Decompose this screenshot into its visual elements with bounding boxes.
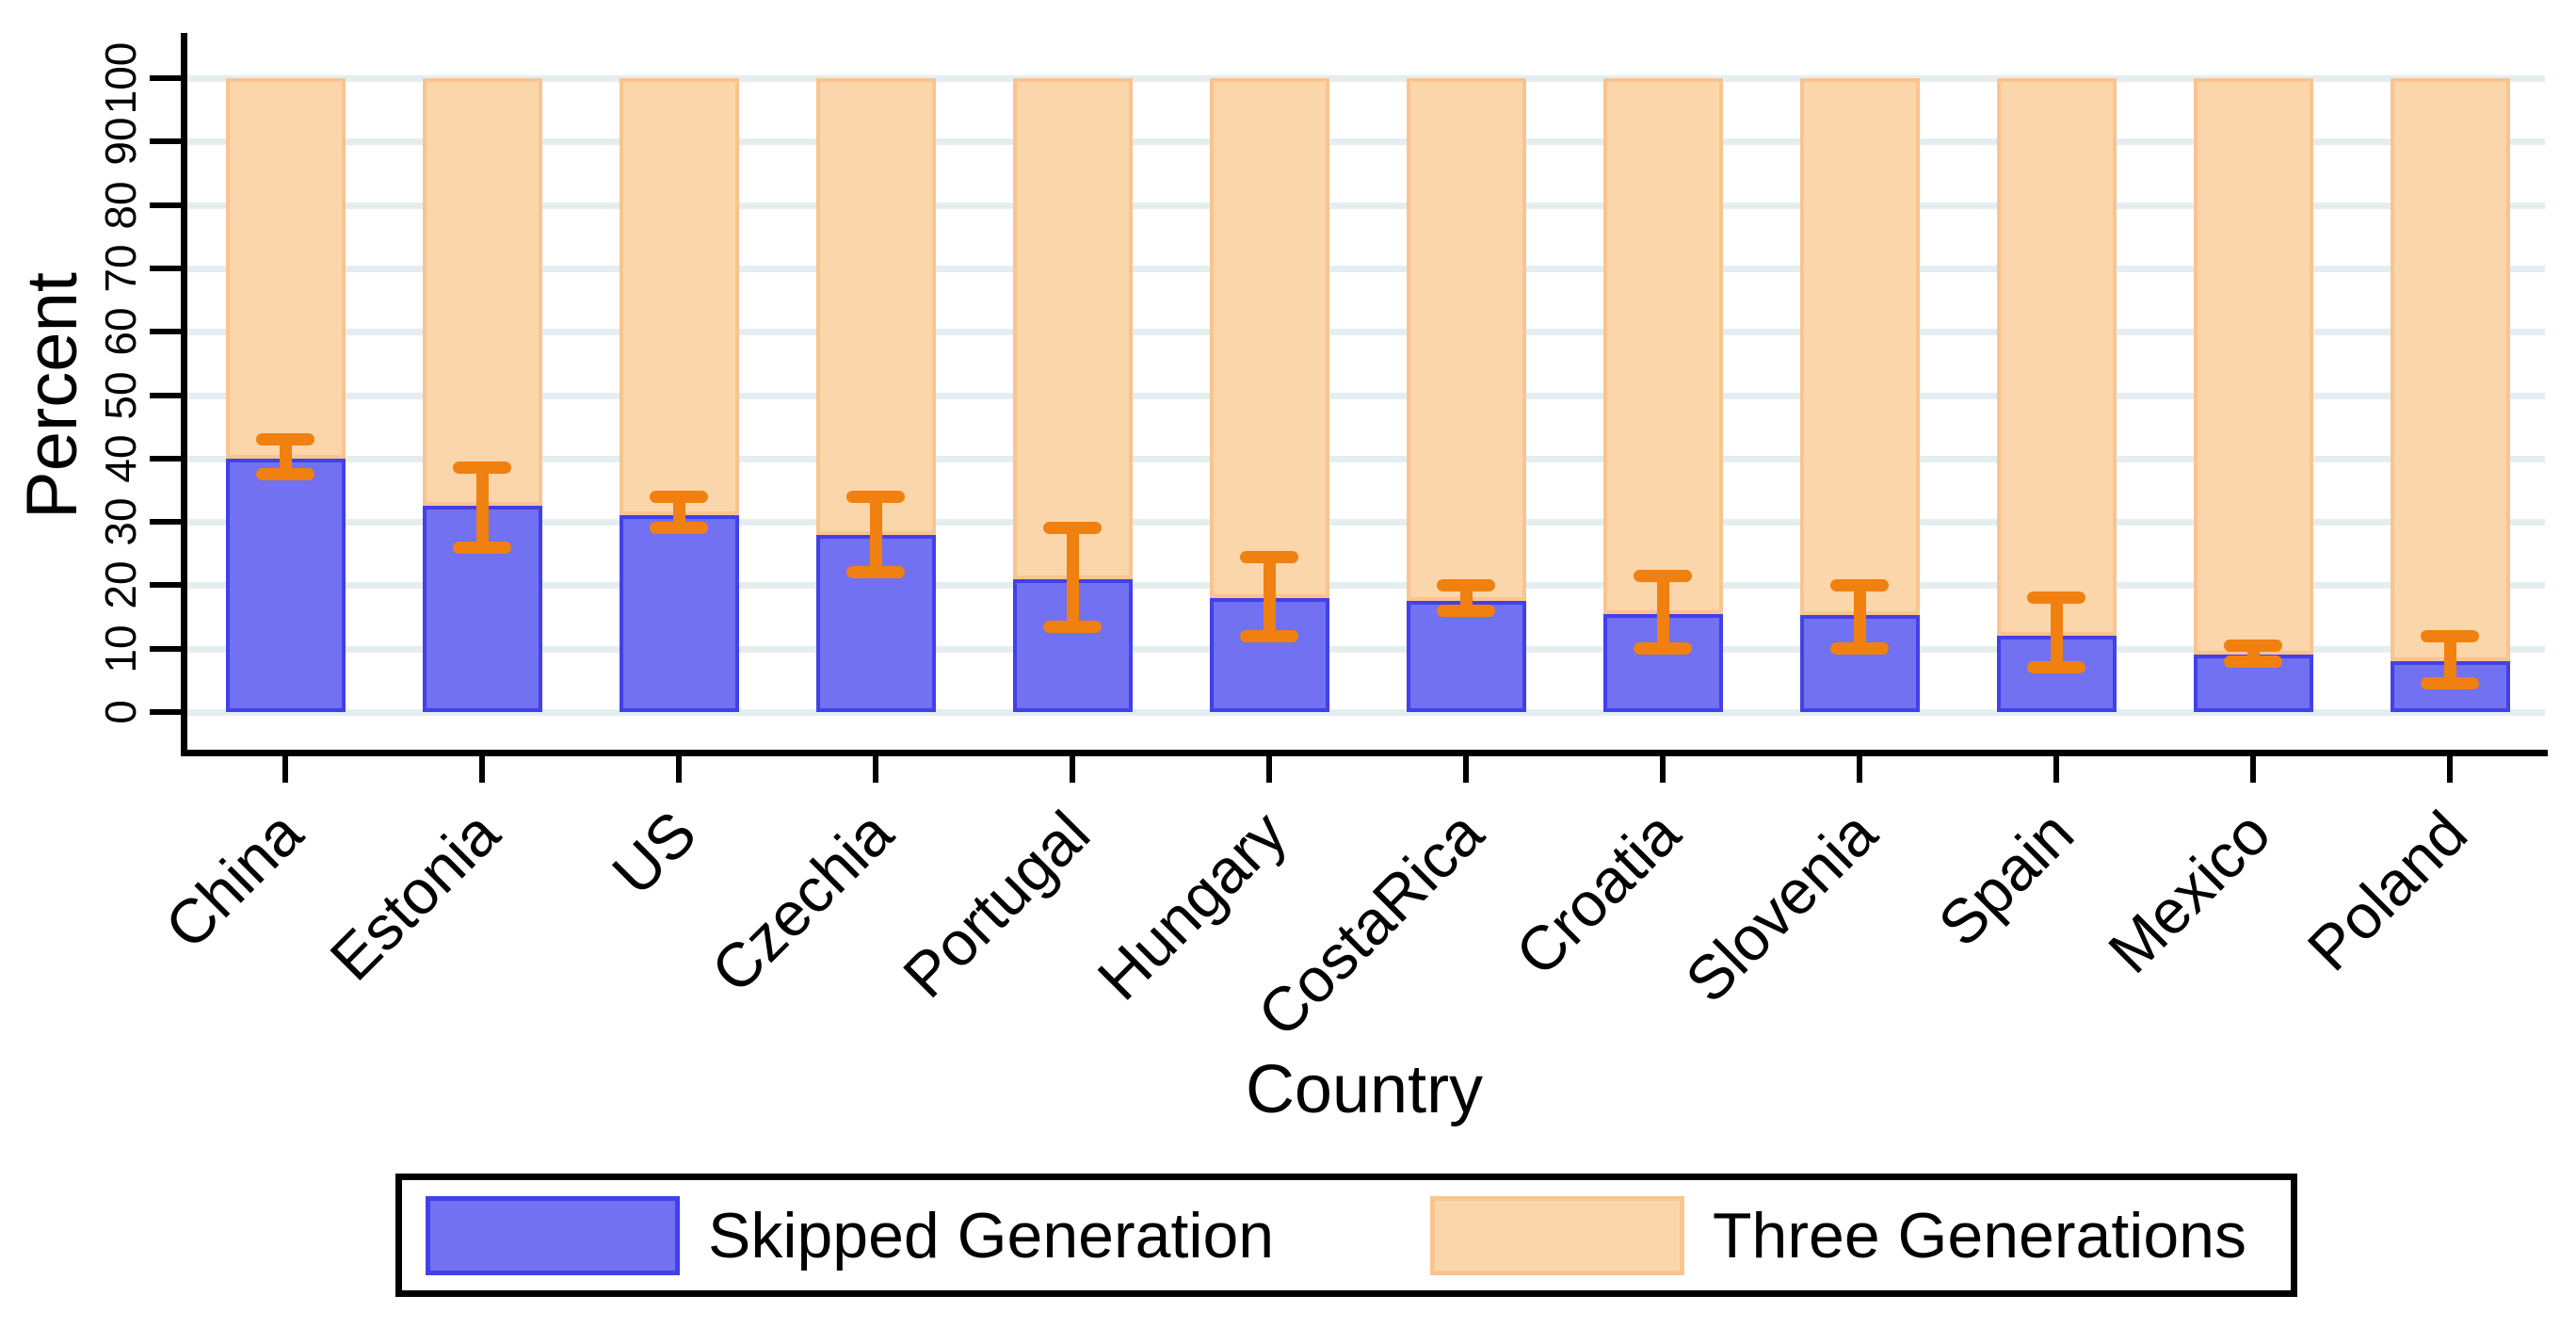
error-bar-stem-czechia	[869, 496, 882, 573]
y-axis-tick-10	[150, 645, 184, 652]
y-axis-line	[181, 33, 187, 756]
bar-three-generations-costarica	[1406, 78, 1526, 602]
legend-swatch-three-generations	[1430, 1195, 1684, 1275]
y-axis-tick-70	[150, 265, 184, 271]
x-axis-tick-estonia	[479, 756, 485, 783]
bar-three-generations-croatia	[1602, 78, 1723, 614]
error-bar-cap-bottom-portugal	[1043, 620, 1102, 633]
x-axis-tick-hungary	[1266, 756, 1272, 783]
error-bar-cap-bottom-estonia	[453, 541, 511, 554]
error-bar-stem-spain	[2050, 597, 2063, 668]
x-axis-tick-portugal	[1070, 756, 1075, 783]
x-axis-tick-us	[676, 756, 682, 783]
error-bar-stem-hungary	[1263, 557, 1276, 637]
gridline-60	[187, 329, 2545, 336]
x-axis-line	[181, 750, 2548, 756]
error-bar-cap-top-hungary	[1240, 550, 1298, 563]
error-bar-stem-estonia	[475, 467, 489, 548]
error-bar-stem-costarica	[1459, 585, 1473, 611]
y-axis-tick-40	[150, 455, 184, 462]
y-axis-tick-90	[150, 138, 184, 145]
error-bar-cap-bottom-poland	[2421, 677, 2479, 690]
bar-skipped-generation-croatia	[1602, 613, 1723, 712]
bar-skipped-generation-us	[619, 515, 739, 712]
error-bar-stem-us	[672, 496, 685, 528]
x-axis-tick-costarica	[1463, 756, 1469, 783]
error-bar-stem-portugal	[1066, 527, 1079, 627]
x-axis-title: Country	[1245, 1052, 1484, 1127]
bar-three-generations-slovenia	[1799, 78, 1920, 616]
error-bar-cap-bottom-slovenia	[1830, 642, 1889, 656]
error-bar-stem-poland	[2443, 636, 2456, 684]
error-bar-cap-bottom-czechia	[846, 566, 905, 579]
error-bar-stem-croatia	[1656, 575, 1669, 649]
legend: Skipped Generation Three Generations	[395, 1174, 2297, 1297]
gridline-40	[187, 455, 2545, 462]
bar-three-generations-estonia	[422, 78, 542, 507]
error-bar-cap-top-estonia	[453, 462, 511, 475]
y-axis-title: Percent	[11, 272, 92, 519]
gridline-0	[187, 709, 2545, 716]
x-axis-tick-croatia	[1660, 756, 1666, 783]
error-bar-cap-bottom-croatia	[1634, 642, 1692, 656]
error-bar-cap-top-china	[256, 433, 314, 446]
error-bar-cap-bottom-hungary	[1240, 629, 1298, 642]
bar-three-generations-spain	[1996, 78, 2117, 637]
gridline-100	[187, 75, 2545, 82]
error-bar-cap-top-costarica	[1437, 578, 1495, 591]
error-bar-cap-bottom-costarica	[1437, 604, 1495, 617]
error-bar-cap-top-slovenia	[1830, 578, 1889, 591]
error-bar-cap-top-croatia	[1634, 569, 1692, 582]
gridline-50	[187, 392, 2545, 399]
legend-label-skipped-generation: Skipped Generation	[708, 1199, 1275, 1271]
x-axis-tick-mexico	[2250, 756, 2256, 783]
gridline-80	[187, 202, 2545, 209]
error-bar-cap-top-mexico	[2224, 639, 2282, 652]
error-bar-cap-top-poland	[2421, 629, 2479, 642]
error-bar-stem-slovenia	[1853, 585, 1866, 649]
bar-three-generations-china	[225, 78, 346, 459]
bar-three-generations-mexico	[2193, 78, 2313, 656]
error-bar-stem-china	[279, 439, 292, 475]
bar-three-generations-czechia	[815, 78, 936, 535]
y-axis-tick-50	[150, 392, 184, 398]
bar-three-generations-poland	[2390, 78, 2510, 662]
x-axis-tick-czechia	[873, 756, 878, 783]
y-axis-tick-80	[150, 202, 184, 208]
error-bar-cap-top-us	[650, 490, 708, 503]
error-bar-cap-top-spain	[2027, 591, 2085, 605]
x-axis-tick-poland	[2447, 756, 2453, 783]
gridline-70	[187, 265, 2545, 272]
bar-skipped-generation-costarica	[1406, 601, 1526, 712]
bar-three-generations-us	[619, 78, 739, 516]
bar-three-generations-hungary	[1209, 78, 1329, 598]
error-bar-cap-top-czechia	[846, 490, 905, 503]
y-axis-tick-20	[150, 582, 184, 589]
error-bar-cap-bottom-spain	[2027, 661, 2085, 674]
x-axis-tick-slovenia	[1857, 756, 1862, 783]
y-axis-tick-30	[150, 519, 184, 526]
gridline-90	[187, 138, 2545, 146]
y-axis-tick-60	[150, 329, 184, 335]
error-bar-cap-bottom-mexico	[2224, 655, 2282, 668]
bar-three-generations-portugal	[1012, 78, 1133, 579]
legend-swatch-skipped-generation	[426, 1195, 680, 1275]
x-axis-tick-china	[282, 756, 288, 783]
y-axis-tick-100	[150, 75, 184, 81]
y-tick-label-100: 100	[96, 41, 145, 115]
gridline-20	[187, 582, 2545, 590]
error-bar-cap-top-portugal	[1043, 522, 1102, 535]
error-bar-cap-bottom-us	[650, 522, 708, 535]
gridline-10	[187, 645, 2545, 653]
gridline-30	[187, 519, 2545, 526]
legend-label-three-generations: Three Generations	[1713, 1199, 2246, 1271]
bar-skipped-generation-china	[225, 458, 346, 712]
x-axis-tick-spain	[2053, 756, 2059, 783]
error-bar-cap-bottom-china	[256, 468, 314, 481]
y-axis-tick-0	[150, 709, 184, 715]
